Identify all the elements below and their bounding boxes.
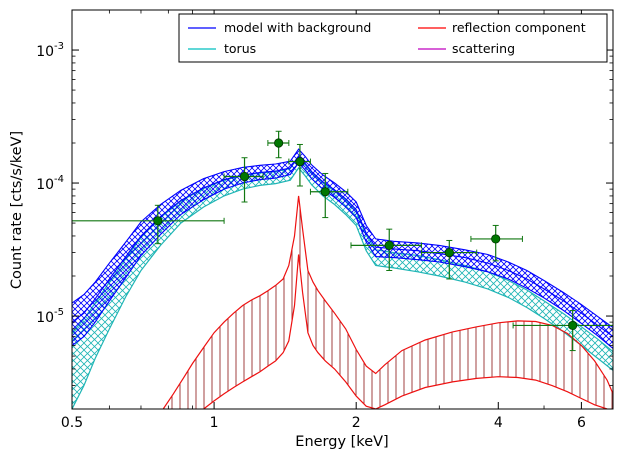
- legend-label-reflection: reflection component: [452, 20, 586, 35]
- data-point-marker: [444, 247, 454, 258]
- data-point-marker: [320, 187, 330, 197]
- y-tick-label: 10-4: [36, 174, 64, 193]
- legend-label-scattering: scattering: [452, 41, 515, 56]
- data-point-marker: [568, 320, 578, 331]
- data-point-4: [288, 143, 311, 187]
- legend-label-torus: torus: [224, 41, 256, 56]
- data-point-marker: [153, 216, 163, 226]
- data-point-marker: [491, 234, 501, 244]
- data-point-marker: [274, 138, 284, 148]
- data-point-6: [350, 228, 422, 271]
- data-point-3: [267, 130, 290, 159]
- y-tick-label: 10-3: [36, 41, 64, 60]
- data-point-1: [72, 204, 225, 245]
- data-point-marker: [239, 171, 250, 182]
- x-tick-label: 4: [494, 415, 503, 431]
- torus-band-fill: [72, 156, 613, 409]
- x-axis-label: Energy [keV]: [295, 434, 388, 450]
- y-tick-label: 10-5: [36, 307, 64, 326]
- reflection-band-lower-line: [203, 254, 608, 409]
- data-point-2: [223, 157, 264, 203]
- reflection-band-upper-line: [162, 195, 613, 409]
- reflection-band-fill: [163, 195, 613, 409]
- x-tick-label: 6: [577, 415, 586, 431]
- legend-frame: [178, 13, 608, 63]
- data-point-8: [470, 224, 523, 262]
- x-tick-label: 1: [210, 415, 219, 431]
- axes-frame: [71, 9, 614, 410]
- x-tick-label: 2: [352, 415, 361, 431]
- legend-label-model: model with background: [224, 20, 371, 35]
- torus-band-lower-line: [72, 166, 613, 409]
- data-point-marker: [295, 156, 305, 167]
- axis-ticks: 0.5 1 2 4 6 10-5 10-4 10-3: [36, 9, 613, 431]
- model-band-upper-line: [72, 148, 613, 328]
- data-point-5: [309, 172, 349, 219]
- x-tick-label: 0.5: [61, 415, 83, 431]
- data-point-marker: [384, 240, 394, 250]
- data-point-9: [512, 310, 613, 352]
- legend: model with background reflection compone…: [178, 13, 608, 63]
- plot-area: [72, 130, 613, 409]
- y-axis-label: Count rate [cts/s/keV]: [9, 131, 25, 289]
- data-point-7: [420, 239, 478, 280]
